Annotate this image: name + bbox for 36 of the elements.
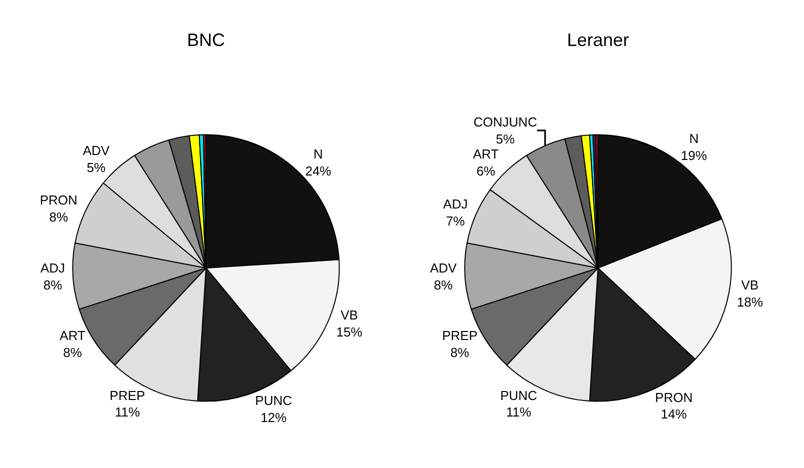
data-label: 5% xyxy=(86,160,106,175)
data-label: 8% xyxy=(450,344,470,360)
slice-label: CONJUNC xyxy=(474,114,538,130)
data-label: 19% xyxy=(680,148,708,163)
slice-label: PUNC xyxy=(500,388,538,403)
slice-label: ADV xyxy=(82,143,110,158)
data-label: 8% xyxy=(49,209,68,224)
chart-title: BNC xyxy=(187,30,226,50)
data-label: 8% xyxy=(63,344,82,360)
slice-label: PREP xyxy=(110,388,146,403)
data-label: 11% xyxy=(114,404,140,420)
data-label: 12% xyxy=(260,410,288,426)
data-label: 18% xyxy=(736,294,764,310)
data-label: 15% xyxy=(336,324,363,340)
slice-label: VB xyxy=(741,278,759,293)
data-label: 24% xyxy=(305,163,332,178)
slice-label: ADJ xyxy=(40,260,66,276)
slice-label: ART xyxy=(60,328,86,344)
slice-label: ADV xyxy=(430,260,458,276)
data-label: 11% xyxy=(506,404,532,420)
slice-label: N xyxy=(689,130,699,146)
slice-label: PREP xyxy=(442,328,478,344)
slice-label: VB xyxy=(340,307,358,322)
data-label: 7% xyxy=(446,214,466,228)
slice-label: N xyxy=(314,146,323,162)
chart-title: Leraner xyxy=(567,30,630,50)
data-label: 8% xyxy=(43,277,63,292)
data-label: 5% xyxy=(496,131,516,146)
slice-label: PUNC xyxy=(255,393,292,408)
slice-label: ADJ xyxy=(443,196,468,212)
data-label: 6% xyxy=(476,163,496,178)
slice-label: PRON xyxy=(40,192,78,208)
data-label: 8% xyxy=(434,277,454,292)
data-label: 14% xyxy=(660,406,688,422)
slice-label: ART xyxy=(472,146,499,162)
slice-label: PRON xyxy=(655,390,693,405)
